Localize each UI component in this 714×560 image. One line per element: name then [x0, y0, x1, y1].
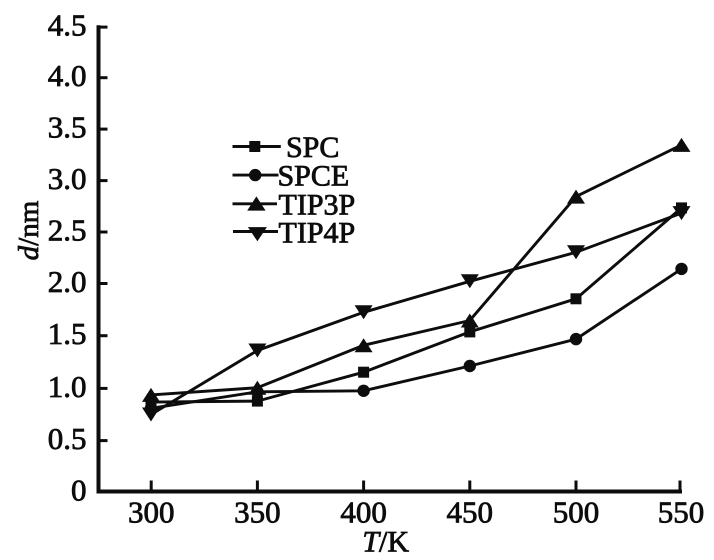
- svg-text:300: 300: [128, 495, 175, 530]
- svg-text:500: 500: [553, 495, 600, 530]
- svg-text:0.5: 0.5: [48, 421, 87, 456]
- svg-text:3.5: 3.5: [48, 110, 87, 145]
- svg-text:3.0: 3.0: [48, 161, 87, 196]
- svg-text:350: 350: [234, 495, 281, 530]
- svg-text:2.5: 2.5: [48, 213, 87, 248]
- svg-text:SPC: SPC: [286, 131, 339, 164]
- svg-text:0: 0: [71, 473, 87, 508]
- svg-text:TIP3P: TIP3P: [279, 188, 356, 221]
- svg-text:TIP4P: TIP4P: [279, 216, 356, 249]
- svg-text:4.5: 4.5: [48, 8, 87, 43]
- svg-text:4.0: 4.0: [48, 58, 87, 93]
- svg-text:1.0: 1.0: [48, 369, 87, 404]
- svg-text:T/K: T/K: [362, 526, 409, 559]
- svg-text:550: 550: [658, 495, 705, 530]
- svg-text:450: 450: [447, 495, 494, 530]
- svg-text:1.5: 1.5: [48, 316, 87, 351]
- svg-text:2.0: 2.0: [48, 264, 87, 299]
- svg-text:d/nm: d/nm: [13, 200, 45, 260]
- svg-text:SPCE: SPCE: [278, 160, 350, 193]
- svg-text:400: 400: [340, 495, 387, 530]
